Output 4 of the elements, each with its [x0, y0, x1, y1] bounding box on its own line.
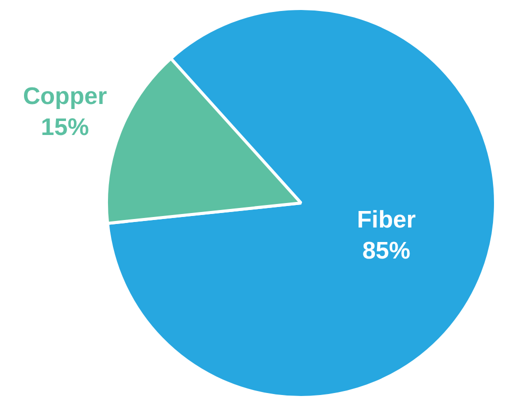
slice-label: Copper	[22, 83, 107, 110]
slice-label: Fiber	[357, 206, 416, 234]
data-label: 15%	[40, 114, 89, 142]
data-label: 85%	[362, 237, 410, 264]
